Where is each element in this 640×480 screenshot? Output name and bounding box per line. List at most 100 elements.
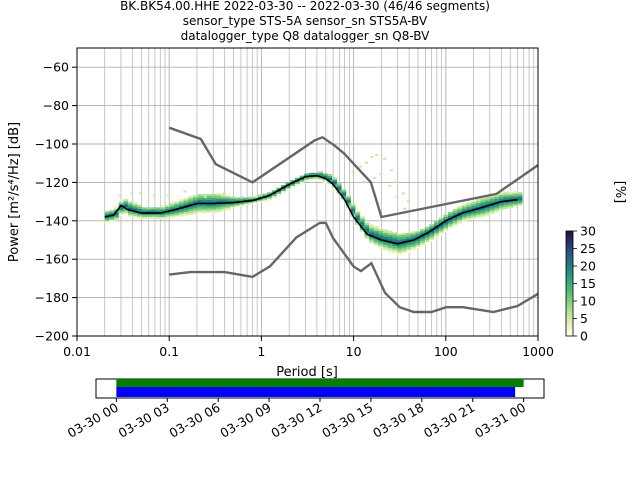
density-cell [434, 232, 439, 235]
density-cell [174, 205, 180, 208]
density-cell [123, 210, 129, 213]
chart-title-line-1: BK.BK54.00.HHE 2022-03-30 -- 2022-03-30 … [120, 0, 490, 13]
density-cell [118, 213, 124, 216]
density-cell [503, 195, 509, 198]
timeline-tick-label: 03-30 15 [319, 400, 375, 441]
density-cell [466, 204, 472, 207]
colorbar-swatch [566, 248, 573, 251]
density-cell [396, 249, 402, 252]
density-cell [373, 239, 379, 242]
density-cell [155, 209, 161, 212]
density-cell [188, 201, 194, 204]
density-cell [415, 242, 421, 246]
density-cell [225, 205, 231, 208]
colorbar-swatch [566, 292, 573, 295]
density-cell [211, 201, 217, 204]
density-cell [373, 232, 379, 235]
density-cell [429, 231, 435, 234]
colorbar-swatch [566, 327, 573, 330]
density-cell [434, 222, 439, 226]
density-cell [396, 235, 402, 239]
density-cell [447, 223, 453, 226]
density-cell [267, 192, 273, 195]
density-cell [517, 203, 523, 206]
density-cell [410, 244, 416, 248]
chart-title-line-2: sensor_type STS-5A sensor_sn STS5A-BV [183, 14, 428, 28]
colorbar-swatch [566, 313, 573, 316]
density-cell [480, 211, 486, 214]
density-cell [248, 202, 254, 205]
density-cell [114, 207, 119, 210]
density-cell [276, 191, 282, 194]
x-axis-label: Period [s] [276, 365, 338, 380]
colorbar-swatch [566, 306, 573, 309]
nlnm-model-line [169, 221, 539, 314]
density-cell [203, 196, 207, 199]
density-cell [373, 241, 379, 244]
density-cell [345, 198, 351, 201]
density-cell [243, 201, 249, 204]
density-cell [480, 207, 486, 210]
density-cell [322, 179, 328, 182]
density-cell [457, 217, 463, 220]
colorbar-swatch [566, 329, 573, 332]
colorbar: 0 5 10 15 20 25 30 [565, 224, 596, 344]
density-cell [216, 193, 222, 196]
density-cell [192, 194, 198, 197]
colorbar-swatch [566, 322, 573, 325]
density-cell [387, 236, 393, 239]
density-cell [466, 214, 472, 217]
timeline-tick-label: 03-30 12 [268, 400, 324, 441]
colorbar-swatch [566, 304, 573, 307]
density-cell [438, 227, 444, 230]
colorbar-swatch [566, 231, 573, 234]
density-cell [401, 252, 407, 255]
y-tick-label: −140 [35, 213, 69, 228]
density-cell [379, 173, 383, 176]
density-cell [104, 211, 110, 214]
density-cell [178, 210, 184, 213]
density-cell [192, 200, 198, 203]
colorbar-swatch [566, 309, 573, 312]
density-cell [517, 199, 523, 202]
density-cell [359, 229, 365, 232]
density-cell [345, 202, 351, 205]
density-cell [183, 207, 189, 211]
density-cell [378, 230, 384, 233]
density-cell [401, 234, 407, 237]
density-cell [498, 192, 504, 196]
density-cell [225, 196, 231, 199]
density-cell [503, 193, 509, 196]
density-cell [178, 212, 184, 215]
density-cell [494, 208, 500, 211]
density-cell [387, 242, 393, 245]
density-cell [364, 234, 370, 237]
density-cell [351, 171, 355, 174]
density-cell [512, 202, 518, 205]
density-cell [183, 190, 187, 193]
density-cell [471, 211, 477, 214]
density-cell [114, 218, 119, 221]
density-cell [281, 185, 286, 188]
density-cell [480, 198, 486, 201]
density-cell [345, 200, 351, 203]
density-cell [447, 211, 453, 214]
density-cell [378, 246, 384, 249]
density-cell [434, 224, 439, 227]
density-cell [364, 230, 370, 233]
density-cell [517, 192, 523, 195]
density-cell [202, 199, 208, 202]
density-cell [202, 203, 208, 206]
density-cell [373, 235, 379, 239]
density-cell [211, 197, 217, 200]
density-cell [471, 213, 477, 216]
density-cell [396, 243, 402, 246]
density-cell [424, 238, 430, 241]
density-cell [372, 177, 376, 180]
colorbar-swatch [566, 318, 573, 321]
psd-density [104, 154, 523, 256]
density-cell [434, 236, 439, 239]
density-cell [341, 199, 347, 202]
density-cell [183, 200, 189, 203]
density-cell [420, 240, 426, 243]
